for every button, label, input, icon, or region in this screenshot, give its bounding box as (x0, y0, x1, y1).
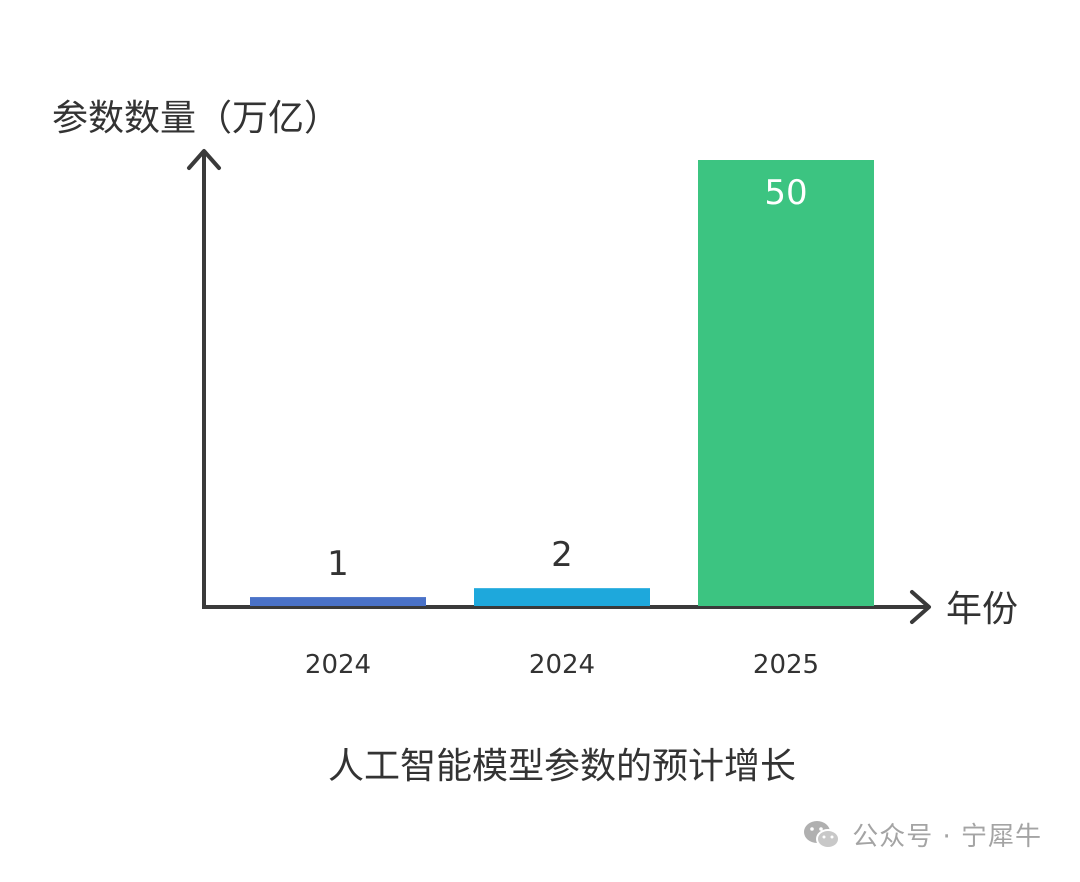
y-axis-label: 参数数量（万亿） (52, 98, 340, 139)
y-axis-arrow (187, 149, 221, 170)
x-tick-labels: 2024 2024 2025 (305, 650, 819, 680)
value-labels: 1 2 50 (327, 173, 807, 584)
value-label-1: 1 (327, 544, 349, 584)
wechat-icon (804, 820, 841, 849)
x-tick-label-1: 2024 (305, 650, 371, 680)
bar-1 (250, 597, 426, 606)
watermark: 公众号 · 宁犀牛 (802, 816, 1042, 853)
chart-title: 人工智能模型参数的预计增长 (328, 746, 796, 787)
bar-2 (474, 588, 650, 606)
bars (250, 160, 874, 606)
x-tick-label-3: 2025 (753, 650, 819, 680)
bar-3 (698, 160, 874, 606)
x-axis-label: 年份 (946, 589, 1018, 630)
x-axis-arrow (910, 590, 931, 624)
axes (187, 149, 931, 624)
watermark-text: 公众号 · 宁犀牛 (852, 822, 1042, 852)
value-label-2: 2 (551, 535, 573, 575)
x-tick-label-2: 2024 (529, 650, 595, 680)
value-label-3: 50 (764, 173, 807, 213)
